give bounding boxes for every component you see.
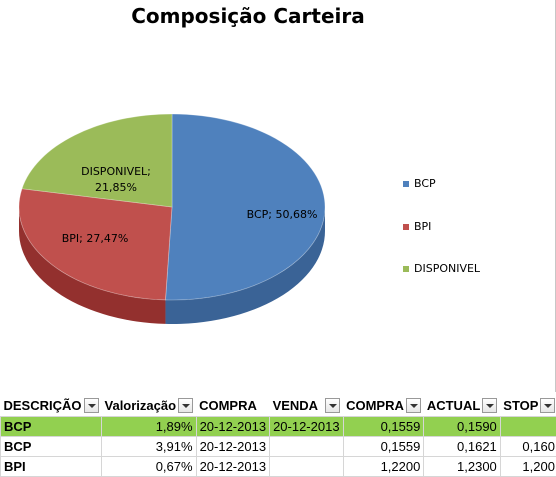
legend-item-bcp: BCP	[403, 177, 436, 190]
header-venda: VENDA	[269, 396, 344, 416]
filter-dropdown-icon[interactable]	[405, 398, 421, 414]
table-cell[interactable]	[269, 455, 344, 477]
table-cell[interactable]: BCP	[0, 435, 103, 457]
filter-dropdown-icon[interactable]	[482, 398, 498, 414]
table-cell[interactable]: 0,160	[499, 435, 556, 457]
header-valorizacao: Valorização	[101, 396, 197, 416]
pie-slice-disponivel	[21, 113, 173, 208]
table-cell[interactable]: 1,200	[499, 455, 556, 477]
data-label-bpi: BPI; 27,47%	[62, 232, 129, 245]
table-cell[interactable]: 20-12-2013	[195, 415, 271, 437]
pie-side-bpi	[19, 207, 166, 324]
pie-side-bcp	[165, 207, 325, 324]
table-cell[interactable]	[269, 435, 344, 457]
portfolio-table: DESCRIÇÃO Valorização COMPRA VENDA COMPR…	[0, 396, 556, 477]
table-cell[interactable]: 20-12-2013	[269, 415, 344, 437]
pie-slice-bpi	[18, 188, 173, 301]
header-descricao: DESCRIÇÃO	[0, 396, 102, 416]
data-label-disponivel: DISPONIVEL; 21,85%	[81, 165, 151, 194]
pie-chart: Composição Carteira BCP; 50,68% BPI; 27,4…	[18, 0, 556, 392]
table-cell[interactable]: 0,1559	[342, 415, 425, 437]
table-row: BPI 0,67% 20-12-2013 1,2200 1,2300 1,200	[0, 455, 556, 477]
table-header-row: DESCRIÇÃO Valorização COMPRA VENDA COMPR…	[0, 396, 556, 416]
header-stop: STOP	[500, 396, 556, 416]
table-cell[interactable]: 1,2200	[342, 455, 425, 477]
header-compra-price: COMPRA	[343, 396, 424, 416]
legend-label-bpi: BPI	[414, 220, 432, 233]
legend-item-bpi: BPI	[403, 220, 431, 233]
legend-swatch-bpi	[403, 223, 409, 230]
table-cell[interactable]: 1,2300	[423, 455, 501, 477]
filter-dropdown-icon[interactable]	[540, 398, 556, 414]
table-cell[interactable]: 0,1621	[423, 435, 501, 457]
table-row: BCP 1,89% 20-12-2013 20-12-2013 0,1559 0…	[0, 415, 556, 437]
pie-chart-canvas: BCP; 50,68% BPI; 27,47% DISPONIVEL; 21,85%	[18, 113, 326, 324]
table-cell[interactable]: 20-12-2013	[195, 435, 271, 457]
legend-label-disponivel: DISPONIVEL	[414, 262, 481, 275]
data-label-bcp: BCP; 50,68%	[247, 208, 318, 221]
filter-dropdown-icon[interactable]	[178, 398, 194, 414]
table-cell[interactable]: 0,1590	[423, 415, 501, 437]
header-actual: ACTUAL	[423, 396, 501, 416]
filter-dropdown-icon[interactable]	[83, 398, 99, 414]
table-cell[interactable]: 0,1559	[342, 435, 425, 457]
legend-swatch-disponivel	[403, 265, 409, 272]
table-cell[interactable]: 3,91%	[101, 435, 197, 457]
table-cell[interactable]: 0,67%	[101, 455, 197, 477]
filter-dropdown-icon[interactable]	[325, 398, 341, 414]
table-row: BCP 3,91% 20-12-2013 0,1559 0,1621 0,160	[0, 435, 556, 457]
table-cell[interactable]: BPI	[0, 455, 103, 477]
table-cell[interactable]: 20-12-2013	[195, 455, 271, 477]
chart-title: Composição Carteira	[131, 4, 365, 28]
header-compra-date: COMPRA	[196, 396, 270, 416]
table-cell[interactable]: 1,89%	[101, 415, 197, 437]
legend-swatch-bcp	[403, 180, 409, 187]
legend-item-disponivel: DISPONIVEL	[403, 262, 480, 275]
legend-label-bcp: BCP	[414, 177, 436, 190]
table-cell[interactable]: BCP	[0, 415, 103, 437]
pie-slice-bcp	[165, 113, 326, 301]
table-cell[interactable]	[499, 415, 556, 437]
